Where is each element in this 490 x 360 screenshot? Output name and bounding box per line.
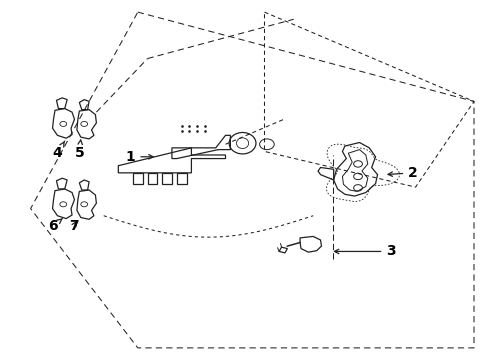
Text: 1: 1 xyxy=(125,150,153,164)
Text: 3: 3 xyxy=(335,244,396,258)
Text: 4: 4 xyxy=(52,141,65,160)
Text: 7: 7 xyxy=(69,220,78,233)
Text: 2: 2 xyxy=(388,166,418,180)
Text: 5: 5 xyxy=(74,140,84,160)
Text: 6: 6 xyxy=(48,219,62,233)
